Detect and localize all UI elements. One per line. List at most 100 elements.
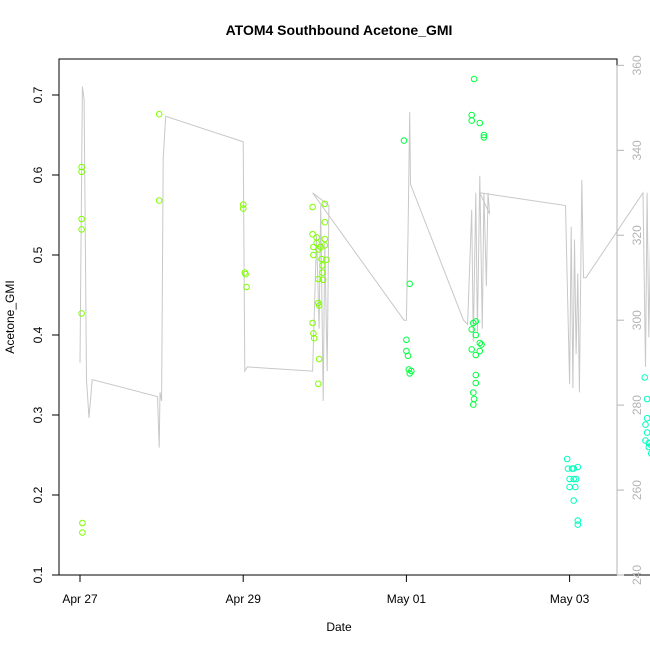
right-tick-label: 260 <box>630 480 644 500</box>
data-point <box>310 334 318 342</box>
data-point <box>472 318 480 325</box>
data-point <box>155 197 163 204</box>
data-point <box>476 347 484 355</box>
data-point <box>643 414 650 422</box>
data-point <box>313 239 320 247</box>
data-point <box>472 351 480 359</box>
data-point <box>468 117 476 124</box>
data-point <box>476 339 484 347</box>
data-point <box>574 521 582 528</box>
data-point <box>647 442 650 449</box>
data-point <box>566 475 573 483</box>
data-point <box>472 331 480 339</box>
data-point <box>321 200 329 208</box>
data-point <box>315 275 322 283</box>
plot-frame <box>58 58 618 576</box>
data-point <box>476 119 484 127</box>
chart-title: ATOM4 Southbound Acetone_GMI <box>226 22 453 38</box>
right-axis-line-series <box>79 86 650 448</box>
data-point <box>645 443 650 451</box>
data-point <box>574 463 582 471</box>
data-point <box>310 330 317 337</box>
data-point <box>321 218 329 226</box>
right-tick-label: 360 <box>630 55 644 75</box>
data-point <box>78 215 85 223</box>
data-point <box>79 519 86 527</box>
data-point <box>78 168 85 176</box>
data-point <box>309 319 316 327</box>
data-point <box>318 255 325 263</box>
data-point <box>404 352 412 360</box>
right-tick-label: 240 <box>630 565 644 585</box>
x-tick-label: Apr 29 <box>226 592 262 606</box>
data-point <box>480 131 488 139</box>
data-point <box>79 529 86 536</box>
y-axis: 0.1 0.2 0.3 0.4 0.5 0.6 0.7 <box>31 86 60 583</box>
data-point <box>315 355 323 363</box>
data-point <box>468 326 476 333</box>
data-point <box>242 270 249 278</box>
data-point <box>408 367 415 375</box>
data-point <box>472 379 480 387</box>
data-point <box>647 450 650 457</box>
data-point <box>478 341 485 348</box>
right-tick-label: 340 <box>630 140 644 160</box>
data-point <box>400 137 408 144</box>
data-point <box>470 401 477 408</box>
data-point <box>323 256 330 264</box>
data-point <box>78 226 85 233</box>
data-point <box>470 395 478 403</box>
scatter-point-series <box>78 75 650 536</box>
y-tick-label: 0.1 <box>31 566 45 583</box>
data-point <box>309 203 316 211</box>
y-axis-label: Acetone_GMI <box>3 280 17 353</box>
right-tick-label: 280 <box>630 395 644 415</box>
data-point <box>563 455 571 463</box>
data-point <box>406 280 414 288</box>
data-point <box>570 465 578 472</box>
data-point <box>319 269 326 276</box>
data-point <box>309 230 316 238</box>
x-tick-label: May 03 <box>550 592 590 606</box>
x-axis-label: Date <box>326 620 352 634</box>
y-tick-label: 0.2 <box>31 486 45 503</box>
data-point <box>468 346 476 353</box>
data-point <box>570 497 578 504</box>
series-line <box>79 86 650 448</box>
data-point <box>239 205 247 212</box>
data-point <box>566 483 573 491</box>
x-tick-label: May 01 <box>387 592 427 606</box>
data-point <box>321 242 329 249</box>
data-point <box>468 111 476 119</box>
data-point <box>470 75 478 83</box>
data-point <box>319 276 327 284</box>
data-point <box>643 395 650 403</box>
data-point <box>317 243 325 251</box>
y-tick-label: 0.3 <box>31 406 45 423</box>
y-tick-label: 0.4 <box>31 326 45 343</box>
data-point <box>641 374 649 381</box>
data-point <box>570 475 578 483</box>
right-tick-label: 300 <box>630 310 644 330</box>
data-point <box>470 389 477 396</box>
data-point <box>472 371 480 379</box>
data-point <box>315 380 322 388</box>
data-point <box>78 310 85 317</box>
right-y-axis: 240 260 280 300 320 340 360 <box>616 55 644 585</box>
data-point <box>572 475 580 483</box>
data-point <box>643 429 650 436</box>
data-point <box>572 483 579 491</box>
data-point <box>315 302 323 309</box>
data-point <box>310 251 317 259</box>
data-point <box>239 201 247 208</box>
data-point <box>403 336 410 344</box>
data-point <box>243 283 250 291</box>
data-point <box>642 421 649 428</box>
y-tick-label: 0.7 <box>31 86 45 103</box>
data-point <box>480 134 488 141</box>
data-point <box>78 163 85 171</box>
data-point <box>155 110 163 118</box>
y-tick-label: 0.6 <box>31 166 45 183</box>
